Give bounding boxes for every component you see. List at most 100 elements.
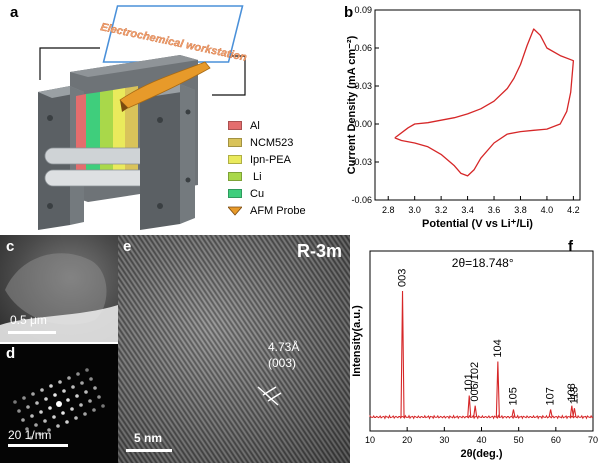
panel-label-c: c bbox=[6, 238, 15, 255]
legend-label-ipn-pea: Ipn-PEA bbox=[250, 153, 291, 166]
diffraction-spot bbox=[30, 414, 34, 418]
y-axis-label-f: Intensity(a.u.) bbox=[351, 305, 363, 377]
xrd-peak-101 bbox=[467, 395, 472, 418]
xrd-peak-107 bbox=[548, 409, 553, 418]
phase-label: R-3m bbox=[296, 241, 342, 261]
x-tick-label-b: 3.0 bbox=[408, 205, 421, 215]
legend-label-al: Al bbox=[250, 119, 260, 132]
peak-annotation: 2θ=18.748° bbox=[452, 256, 514, 270]
panel-label-b: b bbox=[344, 4, 354, 21]
diffraction-spot bbox=[13, 400, 17, 404]
diffraction-spot bbox=[79, 403, 83, 407]
legend-label-cu: Cu bbox=[250, 187, 265, 200]
diffraction-spot bbox=[67, 376, 71, 380]
x-tick-label-b: 4.2 bbox=[567, 205, 580, 215]
diffraction-spot bbox=[93, 386, 97, 390]
cell-schematic: Electrochemical workstation bbox=[38, 5, 248, 230]
scale-label-c: 0.5 μm bbox=[10, 313, 47, 327]
diffraction-spot bbox=[39, 410, 43, 414]
panel-label-d: d bbox=[6, 345, 16, 362]
diffraction-spot bbox=[62, 389, 66, 393]
afm-probe bbox=[119, 61, 211, 109]
scale-label-e: 5 nm bbox=[134, 431, 163, 445]
legend-item-afm-probe: AFM Probe bbox=[228, 202, 360, 219]
xrd-peak-108 bbox=[569, 405, 574, 418]
peak-label-105: 105 bbox=[507, 387, 519, 405]
xrd-baseline bbox=[369, 414, 593, 420]
legend-label-afm-probe: AFM Probe bbox=[250, 204, 306, 217]
d-spacing-label: 4.73Å bbox=[268, 340, 300, 354]
y-tick-label-b: 0.03 bbox=[354, 81, 372, 91]
scale-bar-e bbox=[126, 449, 172, 452]
diffraction-spot bbox=[47, 428, 51, 432]
y-axis-label-b: Current Density (mA cm⁻²) bbox=[346, 35, 358, 174]
x-tick-label-b: 3.4 bbox=[461, 205, 474, 215]
diffraction-spot bbox=[65, 420, 69, 424]
cv-chart: 2.8 3.0 3.2 3.4 3.6 3.8 4.0 4.2 -0.06 -0.03 0.00 0.… bbox=[346, 5, 581, 230]
y-tick-label-b: 0.00 bbox=[354, 119, 372, 129]
diffraction-spot bbox=[76, 372, 80, 376]
panel-label-a: a bbox=[10, 4, 19, 21]
diffraction-spot bbox=[80, 381, 84, 385]
diffraction-spot bbox=[40, 388, 44, 392]
diffraction-spot bbox=[34, 423, 38, 427]
legend-swatch-ipn-pea bbox=[228, 155, 242, 164]
diffraction-spot bbox=[49, 384, 53, 388]
x-tick-label-f: 60 bbox=[551, 435, 561, 445]
diffraction-spot bbox=[75, 394, 79, 398]
diffraction-spot bbox=[31, 392, 35, 396]
peak-label-003: 003 bbox=[397, 269, 409, 287]
lattice-plane-label: (003) bbox=[268, 356, 297, 370]
diffraction-spots bbox=[13, 368, 105, 440]
legend-item-al: Al bbox=[228, 117, 360, 134]
diffraction-spot bbox=[35, 401, 39, 405]
scale-label-d: 20 1/nm bbox=[8, 428, 52, 442]
diffraction-spot bbox=[89, 377, 93, 381]
peak-label-108: 108 bbox=[566, 383, 578, 401]
diffraction-spot bbox=[56, 401, 62, 407]
tem-image-c: 0.5 μm bbox=[0, 235, 118, 342]
legend-swatch-cu bbox=[228, 189, 242, 198]
plot-frame-b bbox=[374, 9, 581, 201]
y-tick-label-b: 0.06 bbox=[354, 43, 372, 53]
diffraction-spot bbox=[26, 405, 30, 409]
diffraction-spot bbox=[101, 404, 105, 408]
diffraction-spot bbox=[84, 390, 88, 394]
x-tick-label-b: 3.8 bbox=[514, 205, 527, 215]
peak-label-101: 101 bbox=[463, 373, 475, 391]
y-tick-label-b: 0.09 bbox=[354, 5, 372, 15]
diffraction-spot bbox=[38, 432, 42, 436]
x-tick-label-b: 4.0 bbox=[541, 205, 554, 215]
diffraction-spot bbox=[44, 397, 48, 401]
legend-label-ncm523: NCM523 bbox=[250, 136, 294, 149]
diffraction-spot bbox=[61, 411, 65, 415]
diffraction-spot bbox=[29, 436, 33, 440]
peak-label-107: 107 bbox=[545, 387, 557, 405]
x-tick-label-b: 3.6 bbox=[488, 205, 501, 215]
xrd-peak-006-102 bbox=[473, 405, 478, 418]
x-tick-label-f: 10 bbox=[365, 435, 375, 445]
diffraction-spot bbox=[21, 418, 25, 422]
y-tick-label-b: -0.03 bbox=[351, 157, 372, 167]
afm-probe-icon bbox=[228, 206, 242, 216]
diffraction-spot bbox=[43, 419, 47, 423]
xrd-peak-105 bbox=[511, 409, 516, 418]
diffraction-spot bbox=[52, 415, 56, 419]
diffraction-spot bbox=[71, 385, 75, 389]
peak-label-104: 104 bbox=[492, 339, 504, 357]
legend-swatch-li bbox=[228, 172, 242, 181]
diffraction-spot bbox=[53, 393, 57, 397]
diffraction-spot bbox=[25, 427, 29, 431]
diffraction-spot bbox=[74, 416, 78, 420]
diffraction-spot bbox=[97, 395, 101, 399]
legend-label-li: Li bbox=[253, 170, 262, 183]
diffraction-spot bbox=[17, 409, 21, 413]
x-tick-label-b: 2.8 bbox=[382, 205, 395, 215]
hrtem-image-e: R-3m 4.73Å (003) 5 nm bbox=[118, 235, 350, 463]
diffraction-spot bbox=[66, 398, 70, 402]
x-tick-label-f: 20 bbox=[402, 435, 412, 445]
cv-curve bbox=[394, 28, 575, 177]
legend-item-li: Li bbox=[228, 168, 360, 185]
x-tick-label-b: 3.2 bbox=[435, 205, 448, 215]
diffraction-spot bbox=[88, 399, 92, 403]
